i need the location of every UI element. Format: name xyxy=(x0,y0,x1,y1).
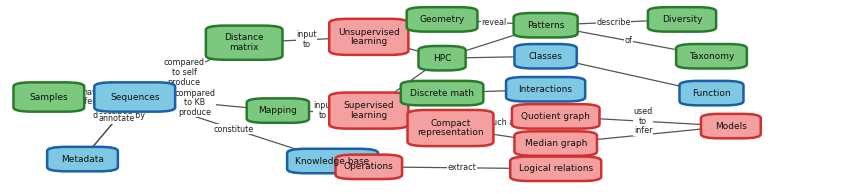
Text: Discrete math: Discrete math xyxy=(410,89,474,98)
Text: Classes: Classes xyxy=(529,52,562,61)
Text: Quotient graph: Quotient graph xyxy=(521,112,590,121)
FancyBboxPatch shape xyxy=(287,149,378,173)
FancyBboxPatch shape xyxy=(679,81,743,105)
Text: Mapping: Mapping xyxy=(258,106,297,115)
FancyBboxPatch shape xyxy=(512,104,600,129)
FancyBboxPatch shape xyxy=(329,93,408,129)
Text: compared
to self
produce: compared to self produce xyxy=(163,58,205,87)
Text: HPC: HPC xyxy=(433,54,451,63)
Text: Compact
representation: Compact representation xyxy=(417,119,484,137)
Text: Distance
matrix: Distance matrix xyxy=(224,33,264,52)
FancyBboxPatch shape xyxy=(407,7,477,32)
Text: input
to: input to xyxy=(296,30,317,49)
Text: annotate: annotate xyxy=(99,114,135,123)
Text: Operations: Operations xyxy=(344,162,394,171)
FancyBboxPatch shape xyxy=(514,44,577,68)
Text: compared
to KB
produce: compared to KB produce xyxy=(174,88,216,117)
Text: Unsupervised
learning: Unsupervised learning xyxy=(338,28,400,46)
FancyBboxPatch shape xyxy=(648,7,716,32)
Text: assembled
into: assembled into xyxy=(70,88,114,106)
Text: Patterns: Patterns xyxy=(527,21,564,30)
FancyBboxPatch shape xyxy=(94,82,175,112)
FancyBboxPatch shape xyxy=(510,157,601,181)
Text: Function: Function xyxy=(692,89,731,98)
Text: defined
over: defined over xyxy=(335,155,366,173)
Text: Logical relations: Logical relations xyxy=(519,164,593,173)
FancyBboxPatch shape xyxy=(408,110,493,146)
Text: Diversity: Diversity xyxy=(662,15,702,24)
Text: Samples: Samples xyxy=(29,93,68,101)
Text: such as: such as xyxy=(488,118,518,127)
Text: describe: describe xyxy=(597,18,631,27)
Text: using: using xyxy=(395,97,416,106)
FancyBboxPatch shape xyxy=(514,13,578,37)
Text: reveal: reveal xyxy=(482,18,506,27)
Text: Sequences: Sequences xyxy=(110,93,159,101)
FancyBboxPatch shape xyxy=(335,155,402,179)
FancyBboxPatch shape xyxy=(506,77,585,101)
FancyBboxPatch shape xyxy=(676,44,747,68)
Text: Models: Models xyxy=(715,122,747,131)
Text: input
to: input to xyxy=(313,101,333,120)
Text: Geometry: Geometry xyxy=(419,15,465,24)
Text: of: of xyxy=(625,36,632,45)
FancyBboxPatch shape xyxy=(401,81,483,105)
Text: Taxonomy: Taxonomy xyxy=(689,52,734,61)
Text: Metadata: Metadata xyxy=(61,155,104,164)
Text: Supervised
learning: Supervised learning xyxy=(344,101,394,120)
FancyBboxPatch shape xyxy=(329,19,408,55)
FancyBboxPatch shape xyxy=(418,46,466,70)
FancyBboxPatch shape xyxy=(514,131,597,156)
FancyBboxPatch shape xyxy=(47,147,118,171)
Text: constitute: constitute xyxy=(214,125,253,133)
Text: described by: described by xyxy=(93,111,145,120)
FancyBboxPatch shape xyxy=(13,82,84,112)
Text: Median graph: Median graph xyxy=(525,139,587,148)
FancyBboxPatch shape xyxy=(247,98,309,123)
Text: used
to
infer: used to infer xyxy=(634,107,653,135)
Text: Interactions: Interactions xyxy=(519,85,573,94)
Text: Knowledge base: Knowledge base xyxy=(296,157,370,165)
Text: have
different: have different xyxy=(75,88,109,106)
Text: extract: extract xyxy=(448,163,477,172)
FancyBboxPatch shape xyxy=(701,114,761,138)
FancyBboxPatch shape xyxy=(206,26,283,60)
